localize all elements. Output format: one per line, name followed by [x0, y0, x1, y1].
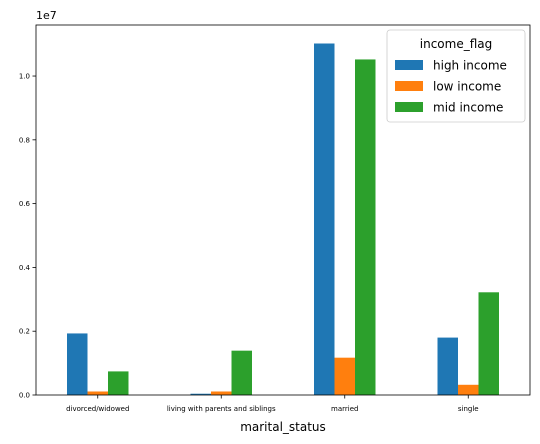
bar-low-income-0: [87, 391, 108, 395]
bar-high-income-3: [437, 337, 458, 395]
legend-swatch-mid-income: [395, 102, 423, 112]
plot-frame: [35, 24, 531, 396]
y-offset-label: 1e7: [36, 9, 57, 22]
y-tick-label: 0.0: [19, 392, 30, 400]
x-tick-label: married: [331, 405, 358, 413]
legend-swatch-low-income: [395, 81, 423, 91]
legend-title: income_flag: [420, 37, 492, 51]
y-tick-label: 0.2: [19, 328, 30, 336]
x-tick-label: living with parents and siblings: [167, 405, 276, 413]
bar-high-income-1: [190, 393, 211, 395]
bar-low-income-1: [211, 391, 232, 395]
legend-swatch-high-income: [395, 60, 423, 70]
x-axis: divorced/widowed living with parents and …: [66, 395, 479, 413]
bar-low-income-3: [458, 384, 479, 395]
bar-low-income-2: [334, 357, 355, 395]
legend: income_flag high income low income mid inc…: [386, 29, 526, 123]
legend-label-low-income: low income: [433, 80, 501, 94]
bar-mid-income-3: [478, 292, 499, 395]
y-axis: 0.0 0.2 0.4 0.6 0.8 1.0: [19, 73, 36, 400]
y-tick-label: 1.0: [19, 73, 30, 81]
x-tick-label: divorced/widowed: [66, 405, 129, 413]
legend-label-mid-income: mid income: [433, 101, 503, 115]
bar-mid-income-2: [355, 59, 376, 396]
bar-mid-income-0: [108, 371, 129, 395]
bar-high-income-2: [314, 43, 335, 395]
x-axis-label: marital_status: [240, 420, 326, 434]
y-tick-label: 0.8: [19, 136, 30, 144]
y-tick-label: 0.4: [19, 264, 31, 272]
legend-box: [386, 29, 526, 123]
y-tick-label: 0.6: [19, 200, 31, 208]
bars-group: [67, 43, 499, 396]
bar-high-income-0: [67, 333, 88, 395]
x-tick-label: single: [458, 405, 479, 413]
bar-mid-income-1: [231, 350, 252, 395]
legend-label-high-income: high income: [433, 59, 507, 73]
